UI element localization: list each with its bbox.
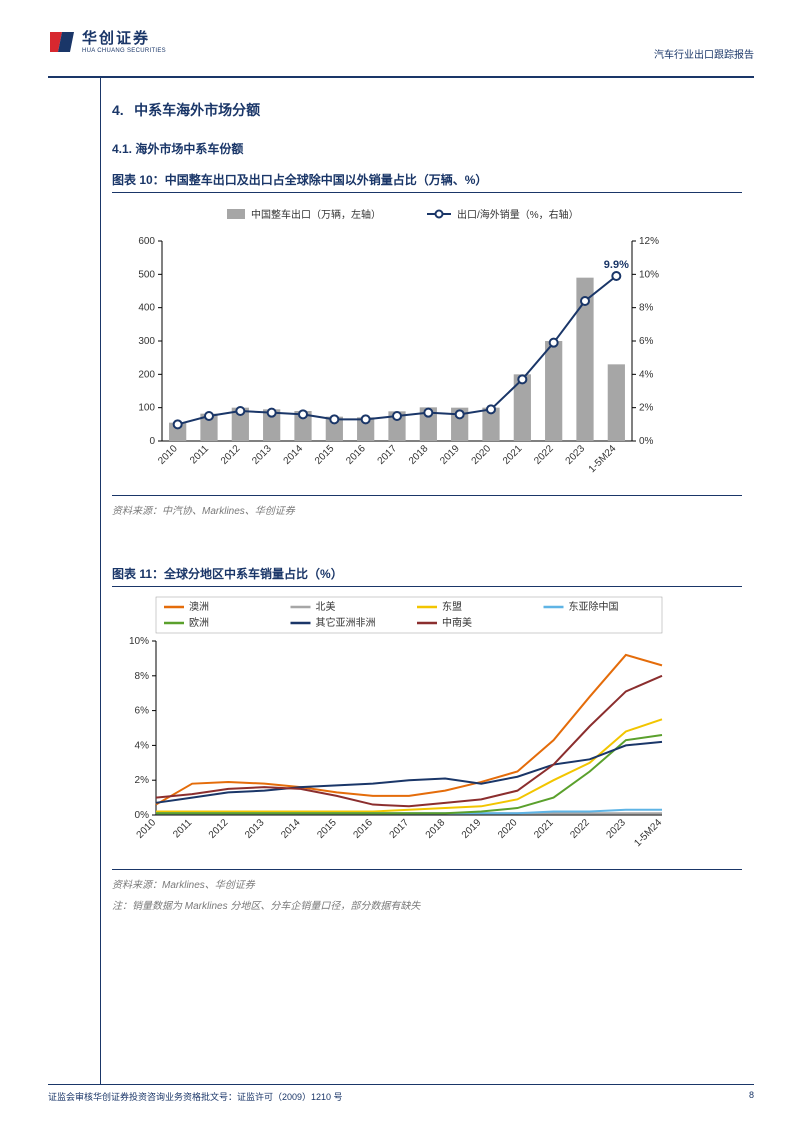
svg-text:2018: 2018 xyxy=(407,443,431,467)
svg-text:2017: 2017 xyxy=(376,443,400,467)
svg-text:10%: 10% xyxy=(639,269,659,280)
svg-text:4%: 4% xyxy=(639,369,654,380)
figure-10-chart: 中国整车出口（万辆，左轴） 出口/海外销量（%，右轴） 0 100 200 300 400 5… xyxy=(112,201,682,491)
svg-text:200: 200 xyxy=(138,369,155,380)
svg-text:2022: 2022 xyxy=(568,817,592,841)
svg-text:8%: 8% xyxy=(135,671,150,682)
svg-text:0%: 0% xyxy=(135,810,150,821)
brand-logo: 华创证券 HUA CHUANG SECURITIES xyxy=(48,28,754,56)
svg-text:8%: 8% xyxy=(639,303,654,314)
svg-text:2013: 2013 xyxy=(243,817,267,841)
svg-text:2016: 2016 xyxy=(351,817,375,841)
svg-text:2022: 2022 xyxy=(532,443,556,467)
svg-text:2016: 2016 xyxy=(344,443,368,467)
section-heading: 4. 中系车海外市场分额 xyxy=(112,100,742,120)
figure-11-source: 资料来源：Marklines、华创证券 xyxy=(112,876,742,891)
svg-text:欧洲: 欧洲 xyxy=(189,617,209,629)
subsection-title: 海外市场中系车份额 xyxy=(135,142,243,156)
page-number: 8 xyxy=(749,1090,754,1103)
svg-text:其它亚洲非洲: 其它亚洲非洲 xyxy=(316,616,376,629)
svg-text:东盟: 东盟 xyxy=(442,600,462,613)
side-rule xyxy=(100,76,101,1085)
svg-text:2011: 2011 xyxy=(188,443,211,466)
svg-text:2014: 2014 xyxy=(282,443,306,467)
svg-text:2011: 2011 xyxy=(171,817,194,840)
footer-left: 证监会审核华创证券投资咨询业务资格批文号：证监许可（2009）1210 号 xyxy=(48,1090,343,1103)
svg-text:1-5M24: 1-5M24 xyxy=(587,443,619,475)
svg-text:1-5M24: 1-5M24 xyxy=(632,817,664,849)
svg-text:4%: 4% xyxy=(135,740,150,751)
svg-text:400: 400 xyxy=(138,303,155,314)
svg-text:2015: 2015 xyxy=(315,817,339,841)
svg-text:2012: 2012 xyxy=(207,817,231,841)
figure-11-note: 注：销量数据为 Marklines 分地区、分车企销量口径，部分数据有缺失 xyxy=(112,897,742,912)
svg-text:中南美: 中南美 xyxy=(442,616,472,629)
svg-text:10%: 10% xyxy=(129,636,149,647)
svg-text:0: 0 xyxy=(149,436,155,447)
header-rule xyxy=(48,76,754,78)
svg-text:2021: 2021 xyxy=(532,817,556,841)
figure-10-rule-bottom xyxy=(112,495,742,496)
svg-text:2013: 2013 xyxy=(250,443,274,467)
svg-text:2015: 2015 xyxy=(313,443,337,467)
figure-11-chart: 澳洲北美东盟东亚除中国欧洲其它亚洲非洲中南美0%2%4%6%8%10%20102… xyxy=(112,595,682,865)
figure-10-rule xyxy=(112,192,742,193)
svg-text:12%: 12% xyxy=(639,236,659,247)
brand-name-en: HUA CHUANG SECURITIES xyxy=(82,48,166,54)
svg-text:2019: 2019 xyxy=(460,817,484,841)
figure-11-rule xyxy=(112,586,742,587)
svg-text:2020: 2020 xyxy=(470,443,494,467)
footer-rule xyxy=(48,1084,754,1085)
logo-icon xyxy=(48,28,76,56)
svg-text:北美: 北美 xyxy=(316,600,336,613)
svg-text:0%: 0% xyxy=(639,436,654,447)
figure-10-source: 资料来源：中汽协、Marklines、华创证券 xyxy=(112,502,742,517)
svg-text:2018: 2018 xyxy=(424,817,448,841)
svg-text:2%: 2% xyxy=(135,775,150,786)
subsection-number: 4.1. xyxy=(112,142,132,156)
svg-text:2010: 2010 xyxy=(156,443,180,467)
svg-text:600: 600 xyxy=(138,236,155,247)
brand-name-cn: 华创证券 xyxy=(82,31,166,46)
svg-text:9.9%: 9.9% xyxy=(604,259,629,271)
svg-text:500: 500 xyxy=(138,269,155,280)
figure-11-rule-bottom xyxy=(112,869,742,870)
svg-text:2019: 2019 xyxy=(438,443,462,467)
svg-text:出口/海外销量（%，右轴）: 出口/海外销量（%，右轴） xyxy=(457,208,579,221)
svg-text:2014: 2014 xyxy=(279,817,303,841)
section-title: 中系车海外市场分额 xyxy=(134,102,260,118)
svg-text:2021: 2021 xyxy=(501,443,525,467)
section-number: 4. xyxy=(112,102,124,118)
svg-text:2017: 2017 xyxy=(388,817,412,841)
content: 4. 中系车海外市场分额 4.1. 海外市场中系车份额 图表 10：中国整车出口… xyxy=(112,100,742,1073)
svg-text:2023: 2023 xyxy=(604,817,628,841)
report-type: 汽车行业出口跟踪报告 xyxy=(654,46,754,61)
svg-text:东亚除中国: 东亚除中国 xyxy=(569,600,619,613)
svg-text:300: 300 xyxy=(138,336,155,347)
footer: 证监会审核华创证券投资咨询业务资格批文号：证监许可（2009）1210 号 8 xyxy=(48,1090,754,1103)
svg-text:2%: 2% xyxy=(639,403,654,414)
subsection-heading: 4.1. 海外市场中系车份额 xyxy=(112,140,742,157)
figure-10-title: 图表 10：中国整车出口及出口占全球除中国以外销量占比（万辆、%） xyxy=(112,171,742,188)
svg-text:2012: 2012 xyxy=(219,443,243,467)
svg-text:2020: 2020 xyxy=(496,817,520,841)
svg-text:中国整车出口（万辆，左轴）: 中国整车出口（万辆，左轴） xyxy=(251,208,381,221)
figure-11-title: 图表 11：全球分地区中系车销量占比（%） xyxy=(112,565,742,582)
svg-text:6%: 6% xyxy=(639,336,654,347)
svg-text:2023: 2023 xyxy=(564,443,588,467)
svg-text:澳洲: 澳洲 xyxy=(189,600,209,613)
svg-text:100: 100 xyxy=(138,403,155,414)
svg-text:6%: 6% xyxy=(135,706,150,717)
header: 华创证券 HUA CHUANG SECURITIES 汽车行业出口跟踪报告 xyxy=(48,28,754,76)
